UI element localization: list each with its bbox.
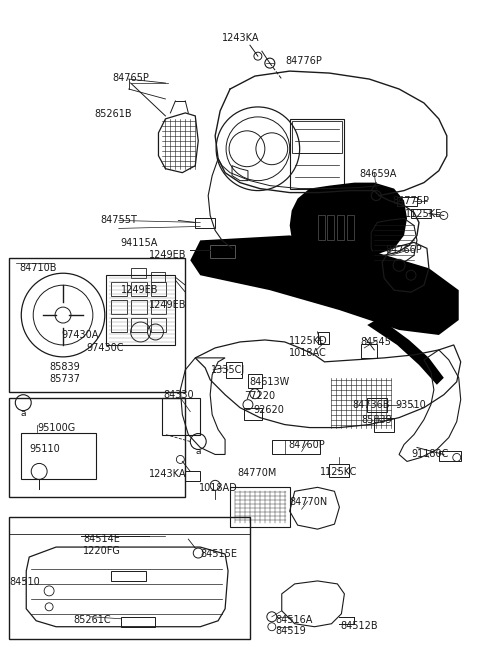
Text: 85839: 85839 <box>361 415 392 424</box>
Bar <box>361 344 377 358</box>
Text: 1220FG: 1220FG <box>83 546 121 556</box>
Bar <box>397 197 417 205</box>
Text: 84776P: 84776P <box>286 56 323 66</box>
Text: 91180C: 91180C <box>411 449 448 459</box>
Text: 85261B: 85261B <box>95 109 132 119</box>
Text: 77220: 77220 <box>244 391 275 401</box>
Bar <box>131 300 146 314</box>
Bar <box>318 215 324 240</box>
Text: 1335CJ: 1335CJ <box>211 365 245 375</box>
Bar <box>131 318 146 332</box>
Text: 85839: 85839 <box>49 362 80 372</box>
Bar <box>248 374 262 388</box>
Polygon shape <box>190 236 459 335</box>
Bar <box>272 440 320 455</box>
Text: 84766P: 84766P <box>385 245 422 255</box>
Text: 1125KC: 1125KC <box>320 468 357 478</box>
Bar <box>230 487 290 527</box>
Text: 84512B: 84512B <box>340 621 378 631</box>
Bar <box>210 245 235 258</box>
Bar <box>292 121 342 153</box>
Text: 84765P: 84765P <box>113 73 150 83</box>
Text: a: a <box>195 447 201 457</box>
Text: 95100G: 95100G <box>37 422 75 432</box>
Bar <box>348 215 354 240</box>
Bar <box>162 398 200 434</box>
Bar <box>151 272 166 282</box>
Bar <box>185 472 200 482</box>
Text: 84770M: 84770M <box>237 468 276 478</box>
Bar <box>21 432 96 480</box>
Text: 93510: 93510 <box>395 400 426 410</box>
Bar <box>151 300 167 314</box>
Text: 85737: 85737 <box>49 374 80 384</box>
Text: 84775P: 84775P <box>392 195 429 205</box>
Text: 84659A: 84659A <box>360 169 396 178</box>
Bar <box>9 398 185 497</box>
Bar <box>327 215 335 240</box>
Polygon shape <box>367 318 444 385</box>
Text: 97430C: 97430C <box>86 343 123 353</box>
Bar <box>337 215 344 240</box>
Bar <box>111 571 145 581</box>
Text: 84510: 84510 <box>9 577 40 587</box>
Text: 97430A: 97430A <box>61 330 98 340</box>
Text: 84545: 84545 <box>360 337 391 347</box>
Bar <box>226 362 242 378</box>
Text: 84514E: 84514E <box>83 534 120 544</box>
Bar <box>318 332 329 344</box>
Text: 1243KA: 1243KA <box>148 470 186 480</box>
Bar <box>439 451 461 461</box>
Bar <box>367 398 387 412</box>
Text: 84519: 84519 <box>276 626 307 636</box>
Text: 1125KE: 1125KE <box>405 209 442 218</box>
Text: 1018AD: 1018AD <box>199 483 238 493</box>
Bar <box>9 517 250 639</box>
Text: a: a <box>21 409 26 418</box>
Bar <box>111 300 127 314</box>
Bar <box>9 258 185 392</box>
Text: 94115A: 94115A <box>120 238 158 249</box>
Text: 1125KD: 1125KD <box>288 336 327 346</box>
Bar <box>151 282 167 296</box>
Bar <box>290 119 344 188</box>
Text: 1249EB: 1249EB <box>148 300 186 310</box>
Text: 84770N: 84770N <box>290 497 328 507</box>
Bar <box>106 276 175 345</box>
Text: 1249EB: 1249EB <box>120 285 158 295</box>
Bar <box>329 464 349 478</box>
Bar <box>244 407 262 420</box>
Text: 84613W: 84613W <box>249 377 289 387</box>
Bar <box>374 418 394 432</box>
Text: 84330: 84330 <box>164 390 194 400</box>
Text: 92620: 92620 <box>253 405 284 415</box>
Text: 1249EB: 1249EB <box>148 251 186 260</box>
Bar <box>120 617 156 626</box>
Text: 84736B: 84736B <box>352 400 390 410</box>
Text: 85261C: 85261C <box>73 615 110 625</box>
Polygon shape <box>290 182 407 258</box>
Text: 84710B: 84710B <box>19 263 57 274</box>
Bar <box>411 209 431 218</box>
Text: 1243KA: 1243KA <box>222 33 260 43</box>
Text: 1018AC: 1018AC <box>288 348 326 358</box>
Bar <box>111 318 127 332</box>
Text: 84760P: 84760P <box>288 440 325 449</box>
Text: 84516A: 84516A <box>276 615 313 625</box>
Bar <box>131 268 145 278</box>
Bar <box>195 218 215 228</box>
Bar <box>151 318 167 332</box>
Bar <box>111 282 127 296</box>
Bar <box>131 282 146 296</box>
Text: 84755T: 84755T <box>101 215 138 226</box>
Text: 84515E: 84515E <box>200 549 237 559</box>
Text: 95110: 95110 <box>29 443 60 453</box>
